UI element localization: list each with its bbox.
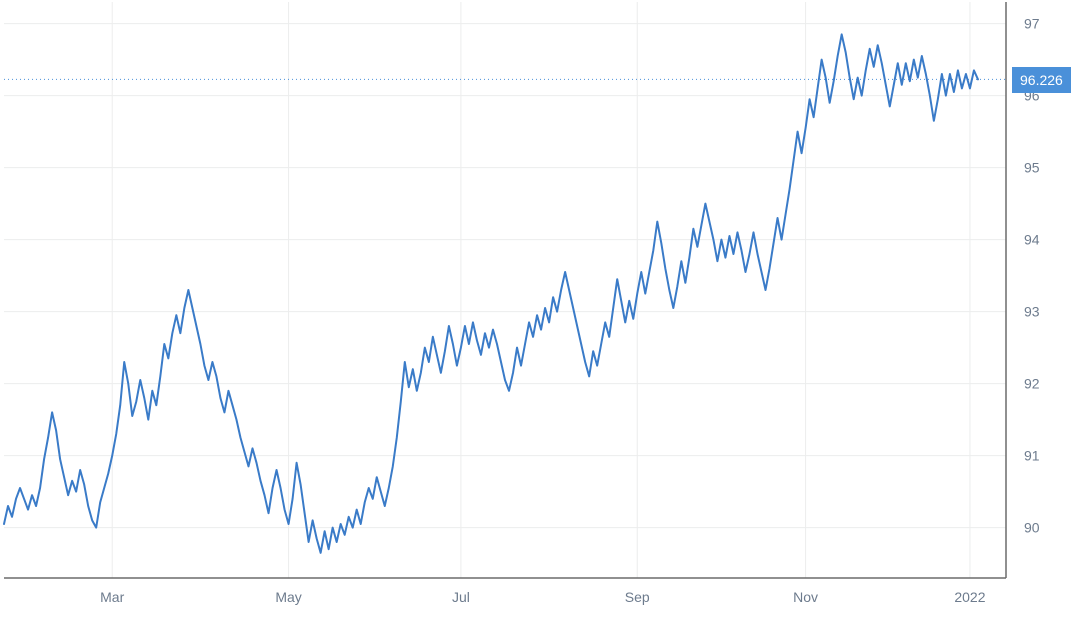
x-tick-label: 2022: [954, 589, 985, 605]
y-tick-label: 94: [1024, 232, 1040, 248]
y-tick-label: 91: [1024, 448, 1040, 464]
x-tick-label: Jul: [452, 589, 470, 605]
y-tick-label: 95: [1024, 160, 1040, 176]
x-tick-label: May: [275, 589, 301, 605]
x-tick-label: Nov: [793, 589, 818, 605]
chart-canvas: 9091929394959697MarMayJulSepNov2022: [0, 0, 1080, 618]
x-tick-label: Sep: [625, 589, 650, 605]
last-price-value: 96.226: [1020, 72, 1063, 88]
y-tick-label: 92: [1024, 376, 1040, 392]
y-tick-label: 97: [1024, 16, 1040, 32]
y-tick-label: 93: [1024, 304, 1040, 320]
y-tick-label: 90: [1024, 520, 1040, 536]
x-tick-label: Mar: [100, 589, 124, 605]
line-chart: 9091929394959697MarMayJulSepNov2022 96.2…: [0, 0, 1080, 618]
last-price-tag: 96.226: [1012, 67, 1071, 93]
